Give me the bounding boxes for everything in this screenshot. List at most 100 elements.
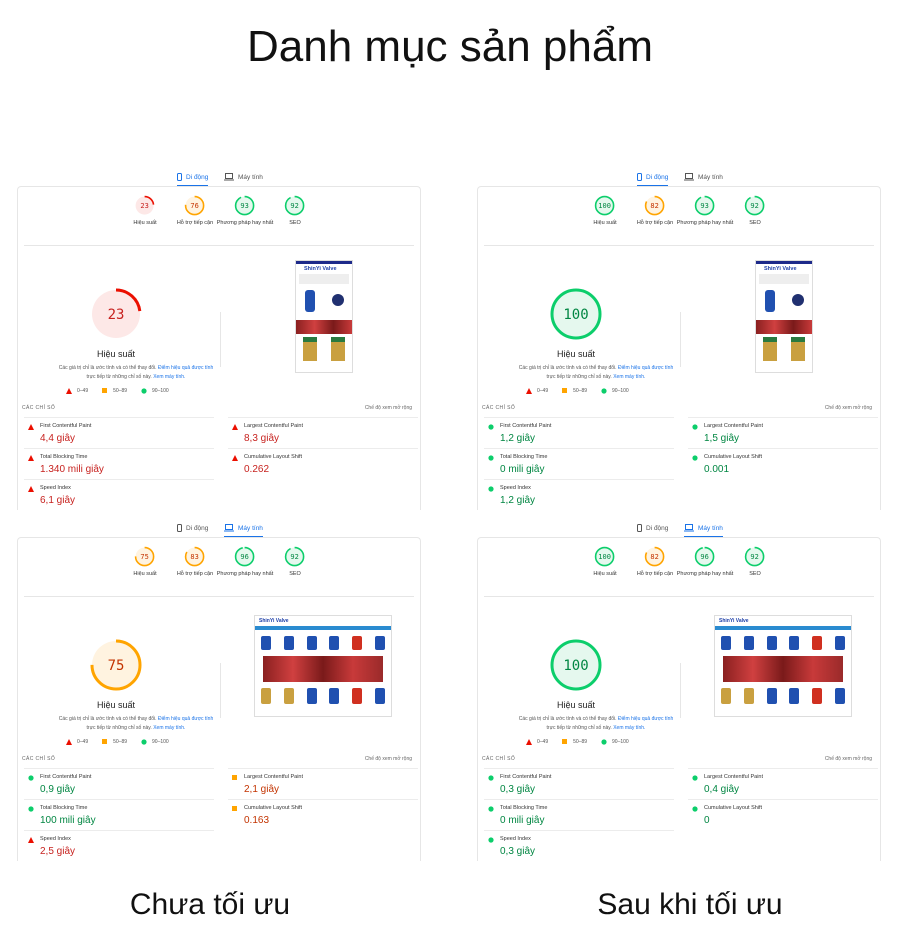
score-gauge: 96: [695, 546, 715, 567]
metric-label: Largest Contentful Paint: [704, 774, 764, 780]
pass-circle-icon: [601, 388, 607, 394]
pass-circle-icon: [488, 775, 494, 781]
category-score-0[interactable]: 100 Hiệu suất: [575, 546, 635, 578]
category-score-2[interactable]: 96 Phương pháp hay nhất: [215, 546, 275, 578]
svg-text:93: 93: [701, 202, 709, 210]
metric-value: 0: [704, 815, 710, 826]
category-score-1[interactable]: 82 Hỗ trợ tiếp cận: [625, 546, 685, 578]
metric-item: Speed Index 6,1 giây: [24, 479, 214, 510]
score-gauge: 92: [745, 195, 765, 216]
expand-view-toggle[interactable]: Chế độ xem mở rộng: [824, 756, 872, 762]
divider: [220, 663, 221, 718]
metric-value: 1,2 giây: [500, 495, 536, 506]
score-calc-link[interactable]: Điểm hiệu quả được tính: [617, 365, 674, 371]
gauge-arc: [550, 288, 602, 340]
category-score-2[interactable]: 93 Phương pháp hay nhất: [675, 195, 735, 227]
score-gauge: 100: [550, 639, 602, 691]
svg-text:83: 83: [191, 553, 199, 561]
svg-text:82: 82: [651, 553, 659, 561]
metric-label: Largest Contentful Paint: [704, 423, 764, 429]
category-label: Phương pháp hay nhất: [676, 571, 734, 578]
svg-text:92: 92: [751, 202, 759, 210]
caption-before: Chưa tối ưu: [129, 888, 291, 921]
gauge-arc: [285, 195, 305, 216]
performance-gauge: 23: [89, 287, 143, 346]
metric-value: 0.001: [704, 464, 730, 475]
divider: [220, 312, 221, 367]
score-gauge: 100: [595, 195, 615, 216]
tab-desktop[interactable]: Máy tính: [684, 524, 723, 538]
category-label: SEO: [749, 220, 761, 227]
category-score-1[interactable]: 82 Hỗ trợ tiếp cận: [625, 195, 685, 227]
tab-desktop[interactable]: Máy tính: [224, 524, 263, 538]
category-score-2[interactable]: 96 Phương pháp hay nhất: [675, 546, 735, 578]
tab-mobile[interactable]: Di động: [637, 173, 669, 187]
performance-gauge: 100: [549, 287, 603, 346]
score-gauge: 75: [90, 639, 142, 691]
category-score-3[interactable]: 92 SEO: [725, 195, 785, 227]
score-calc-link[interactable]: Điểm hiệu quả được tính: [157, 365, 214, 371]
performance-description: Các giá trị chỉ là ước tính và có thể th…: [518, 716, 674, 731]
performance-gauge: 75: [89, 638, 143, 697]
pass-circle-icon: [488, 455, 494, 461]
svg-text:76: 76: [191, 202, 199, 210]
metric-value: 0.163: [244, 815, 270, 826]
metric-item: Cumulative Layout Shift 0.262: [228, 448, 418, 479]
metrics-header: CÁC CHỈ SỐ: [22, 756, 56, 762]
gauge-arc: [90, 639, 142, 691]
score-gauge: 92: [745, 546, 765, 567]
gauge-arc: [185, 546, 205, 567]
score-gauge: 76: [185, 195, 205, 216]
expand-view-toggle[interactable]: Chế độ xem mở rộng: [364, 756, 412, 762]
calculator-link[interactable]: Xem máy tính.: [613, 725, 646, 731]
tab-mobile-label: Di động: [646, 524, 669, 532]
phone-icon: [637, 173, 642, 181]
divider: [484, 245, 874, 246]
pass-circle-icon: [692, 775, 698, 781]
phone-icon: [177, 173, 182, 181]
page-screenshot: ShinYi Valve: [295, 260, 353, 373]
metric-item: Largest Contentful Paint 8,3 giây: [228, 417, 418, 448]
pass-circle-icon: [141, 388, 147, 394]
category-score-1[interactable]: 76 Hỗ trợ tiếp cận: [165, 195, 225, 227]
calculator-link[interactable]: Xem máy tính.: [153, 374, 186, 380]
category-label: Hiệu suất: [133, 571, 157, 578]
category-score-3[interactable]: 92 SEO: [265, 546, 325, 578]
score-calc-link[interactable]: Điểm hiệu quả được tính: [157, 716, 214, 722]
calculator-link[interactable]: Xem máy tính.: [613, 374, 646, 380]
metric-item: Speed Index 1,2 giây: [484, 479, 674, 510]
category-score-0[interactable]: 75 Hiệu suất: [115, 546, 175, 578]
tab-mobile[interactable]: Di động: [177, 173, 209, 187]
category-score-0[interactable]: 23 Hiệu suất: [115, 195, 175, 227]
gauge-arc: [135, 195, 155, 216]
category-score-0[interactable]: 100 Hiệu suất: [575, 195, 635, 227]
gauge-arc: [595, 195, 615, 216]
expand-view-toggle[interactable]: Chế độ xem mở rộng: [824, 405, 872, 411]
metric-item: Total Blocking Time 1.340 mili giây: [24, 448, 214, 479]
category-score-3[interactable]: 92 SEO: [725, 546, 785, 578]
score-calc-link[interactable]: Điểm hiệu quả được tính: [617, 716, 674, 722]
metric-value: 4,4 giây: [40, 433, 76, 444]
metric-value: 0 mili giây: [500, 815, 545, 826]
fail-triangle-icon: [526, 739, 532, 745]
expand-view-toggle[interactable]: Chế độ xem mở rộng: [364, 405, 412, 411]
tab-mobile[interactable]: Di động: [177, 524, 208, 536]
tab-mobile-label: Di động: [186, 524, 209, 532]
metric-label: First Contentful Paint: [40, 774, 92, 780]
tab-desktop[interactable]: Máy tính: [684, 173, 723, 185]
score-gauge: 83: [185, 546, 205, 567]
tab-mobile[interactable]: Di động: [637, 524, 668, 536]
category-score-3[interactable]: 92 SEO: [265, 195, 325, 227]
gauge-arc: [595, 546, 615, 567]
category-score-1[interactable]: 83 Hỗ trợ tiếp cận: [165, 546, 225, 578]
performance-title: Hiệu suất: [96, 349, 136, 359]
tab-desktop[interactable]: Máy tính: [224, 173, 263, 185]
performance-title: Hiệu suất: [556, 700, 596, 710]
metric-item: First Contentful Paint 1,2 giây: [484, 417, 674, 448]
category-score-2[interactable]: 93 Phương pháp hay nhất: [215, 195, 275, 227]
calculator-link[interactable]: Xem máy tính.: [153, 725, 186, 731]
metric-value: 1,2 giây: [500, 433, 536, 444]
metric-label: Cumulative Layout Shift: [244, 805, 303, 811]
score-legend: 0–49 50–89 90–100: [66, 739, 169, 745]
tab-mobile-label: Di động: [186, 173, 209, 181]
